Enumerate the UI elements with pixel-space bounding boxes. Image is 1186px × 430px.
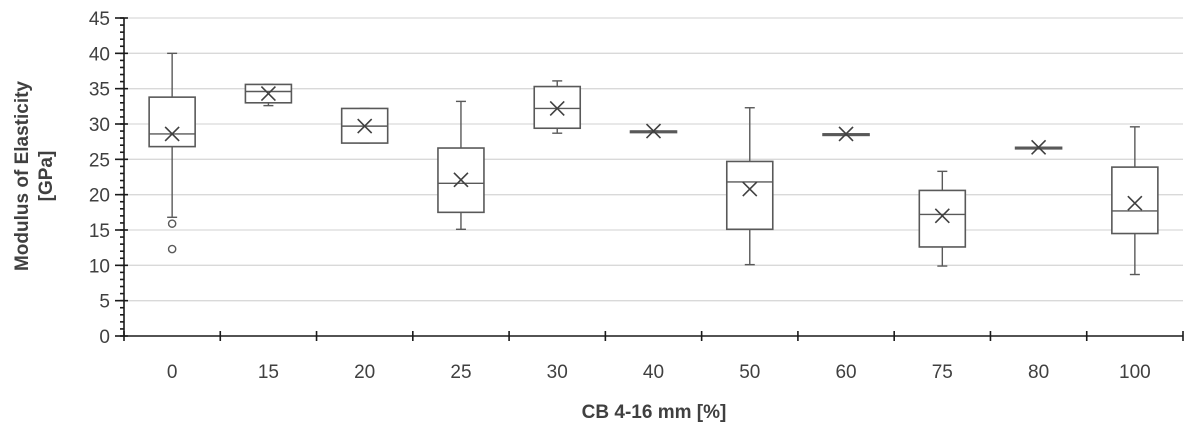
x-tick-label: 25 xyxy=(450,362,471,383)
outlier-point xyxy=(167,244,177,254)
x-tick-label: 15 xyxy=(258,362,279,383)
x-tick-label: 100 xyxy=(1119,362,1151,383)
mean-marker xyxy=(742,181,758,197)
y-axis-title-line2: [GPa] xyxy=(36,151,57,202)
box-plot-100 xyxy=(1111,126,1159,276)
box-plot-40 xyxy=(629,123,678,139)
box-plot-15 xyxy=(244,83,293,107)
mean-marker xyxy=(453,172,469,188)
y-tick-label: 10 xyxy=(89,256,110,277)
mean-marker xyxy=(934,208,950,224)
y-tick-label: 25 xyxy=(89,150,110,171)
y-tick-label: 0 xyxy=(99,327,110,348)
iqr-box xyxy=(148,96,196,148)
box-plot-75 xyxy=(918,170,967,267)
x-tick-label: 40 xyxy=(643,362,664,383)
mean-marker xyxy=(838,126,854,142)
boxes xyxy=(148,52,1159,276)
tick-labels: 0 5 10 15 20 25 30 35 40 45 0 15 20 25 30 40 50 60 75 80 100 xyxy=(89,9,1151,383)
mean-marker xyxy=(260,86,276,102)
y-tick-label: 35 xyxy=(89,80,110,101)
mean-marker xyxy=(164,126,180,142)
y-tick-label: 30 xyxy=(89,115,110,136)
mean-marker xyxy=(1127,195,1143,211)
box-plot-50 xyxy=(725,107,774,266)
mean-marker xyxy=(645,123,662,139)
box-plot-30 xyxy=(533,80,582,134)
axes xyxy=(115,17,1184,341)
x-tick-label: 20 xyxy=(354,362,375,383)
mean-marker xyxy=(549,100,565,117)
box-plot-60 xyxy=(822,126,870,142)
x-tick-label: 50 xyxy=(739,362,760,383)
iqr-box xyxy=(1111,166,1159,235)
gridlines xyxy=(124,17,1183,302)
x-tick-label: 80 xyxy=(1028,362,1049,383)
iqr-box xyxy=(918,189,967,248)
y-tick-label: 45 xyxy=(89,9,110,30)
y-axis-title-line1: Modulus of Elasticity xyxy=(12,81,33,271)
y-tick-label: 15 xyxy=(89,221,110,242)
x-tick-label: 60 xyxy=(835,362,856,383)
outlier-point xyxy=(167,219,177,228)
y-tick-label: 20 xyxy=(89,186,110,207)
iqr-box xyxy=(725,160,774,231)
y-tick-label: 40 xyxy=(89,44,110,65)
box-plot-80 xyxy=(1014,139,1063,155)
box-plot-0 xyxy=(148,52,196,254)
mean-marker xyxy=(357,118,373,134)
box-plot-20 xyxy=(340,107,389,144)
y-tick-label: 5 xyxy=(99,292,110,313)
x-axis-title: CB 4-16 mm [%] xyxy=(582,402,727,423)
x-tick-label: 30 xyxy=(547,362,568,383)
box-plot-25 xyxy=(437,100,485,230)
mean-marker xyxy=(1031,139,1047,155)
x-tick-label: 0 xyxy=(167,362,178,383)
x-tick-label: 75 xyxy=(932,362,953,383)
